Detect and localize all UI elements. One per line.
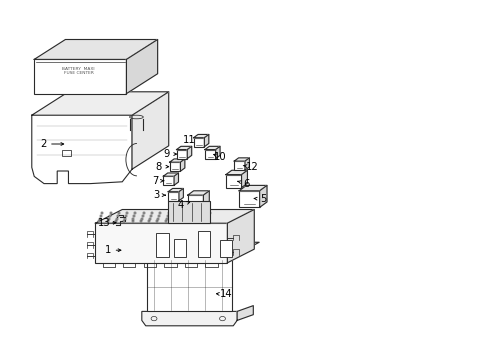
Text: 2: 2 (40, 139, 46, 149)
Polygon shape (234, 158, 249, 161)
Text: 13: 13 (98, 218, 110, 228)
Polygon shape (241, 170, 247, 188)
Polygon shape (193, 134, 208, 138)
Polygon shape (204, 150, 215, 158)
Polygon shape (179, 188, 183, 201)
Polygon shape (180, 159, 184, 171)
Text: 5: 5 (259, 194, 266, 204)
Polygon shape (187, 191, 209, 195)
Polygon shape (156, 233, 168, 257)
Polygon shape (169, 162, 180, 171)
Polygon shape (32, 92, 168, 115)
Polygon shape (169, 159, 184, 162)
Polygon shape (34, 59, 126, 94)
Polygon shape (142, 311, 237, 326)
Text: BATTERY  MAXI
FUSE CENTER: BATTERY MAXI FUSE CENTER (62, 67, 95, 75)
Text: 3: 3 (153, 190, 159, 200)
Polygon shape (163, 176, 174, 185)
Polygon shape (215, 146, 220, 158)
Polygon shape (34, 40, 157, 59)
Text: 10: 10 (213, 152, 226, 162)
Polygon shape (187, 195, 203, 208)
Polygon shape (95, 223, 227, 263)
Text: 6: 6 (242, 179, 249, 189)
Polygon shape (198, 231, 210, 257)
Polygon shape (204, 146, 220, 150)
Polygon shape (32, 115, 132, 184)
Text: 9: 9 (163, 149, 169, 159)
Polygon shape (168, 188, 183, 192)
Polygon shape (132, 92, 168, 169)
Text: 8: 8 (156, 162, 162, 172)
Polygon shape (225, 175, 241, 188)
Polygon shape (95, 210, 254, 223)
Polygon shape (225, 170, 247, 175)
Polygon shape (146, 257, 232, 311)
Polygon shape (176, 150, 187, 158)
Polygon shape (234, 161, 244, 170)
Text: 11: 11 (183, 135, 196, 145)
Polygon shape (174, 173, 178, 185)
Polygon shape (220, 240, 232, 257)
Polygon shape (239, 185, 266, 191)
Polygon shape (173, 239, 185, 257)
Polygon shape (239, 191, 259, 207)
Polygon shape (227, 210, 254, 263)
Polygon shape (146, 242, 259, 257)
Polygon shape (168, 201, 210, 223)
Polygon shape (126, 40, 157, 94)
Polygon shape (176, 146, 191, 150)
Polygon shape (204, 134, 208, 147)
Polygon shape (237, 306, 253, 320)
Text: 14: 14 (219, 289, 232, 300)
Polygon shape (163, 173, 178, 176)
Text: 1: 1 (104, 245, 111, 255)
Polygon shape (168, 192, 179, 201)
Text: 4: 4 (178, 200, 183, 210)
Polygon shape (203, 191, 209, 208)
Polygon shape (193, 138, 204, 147)
Text: 12: 12 (245, 162, 258, 172)
Text: 7: 7 (152, 176, 159, 186)
Polygon shape (259, 185, 266, 207)
Polygon shape (244, 158, 249, 170)
Polygon shape (187, 146, 191, 158)
